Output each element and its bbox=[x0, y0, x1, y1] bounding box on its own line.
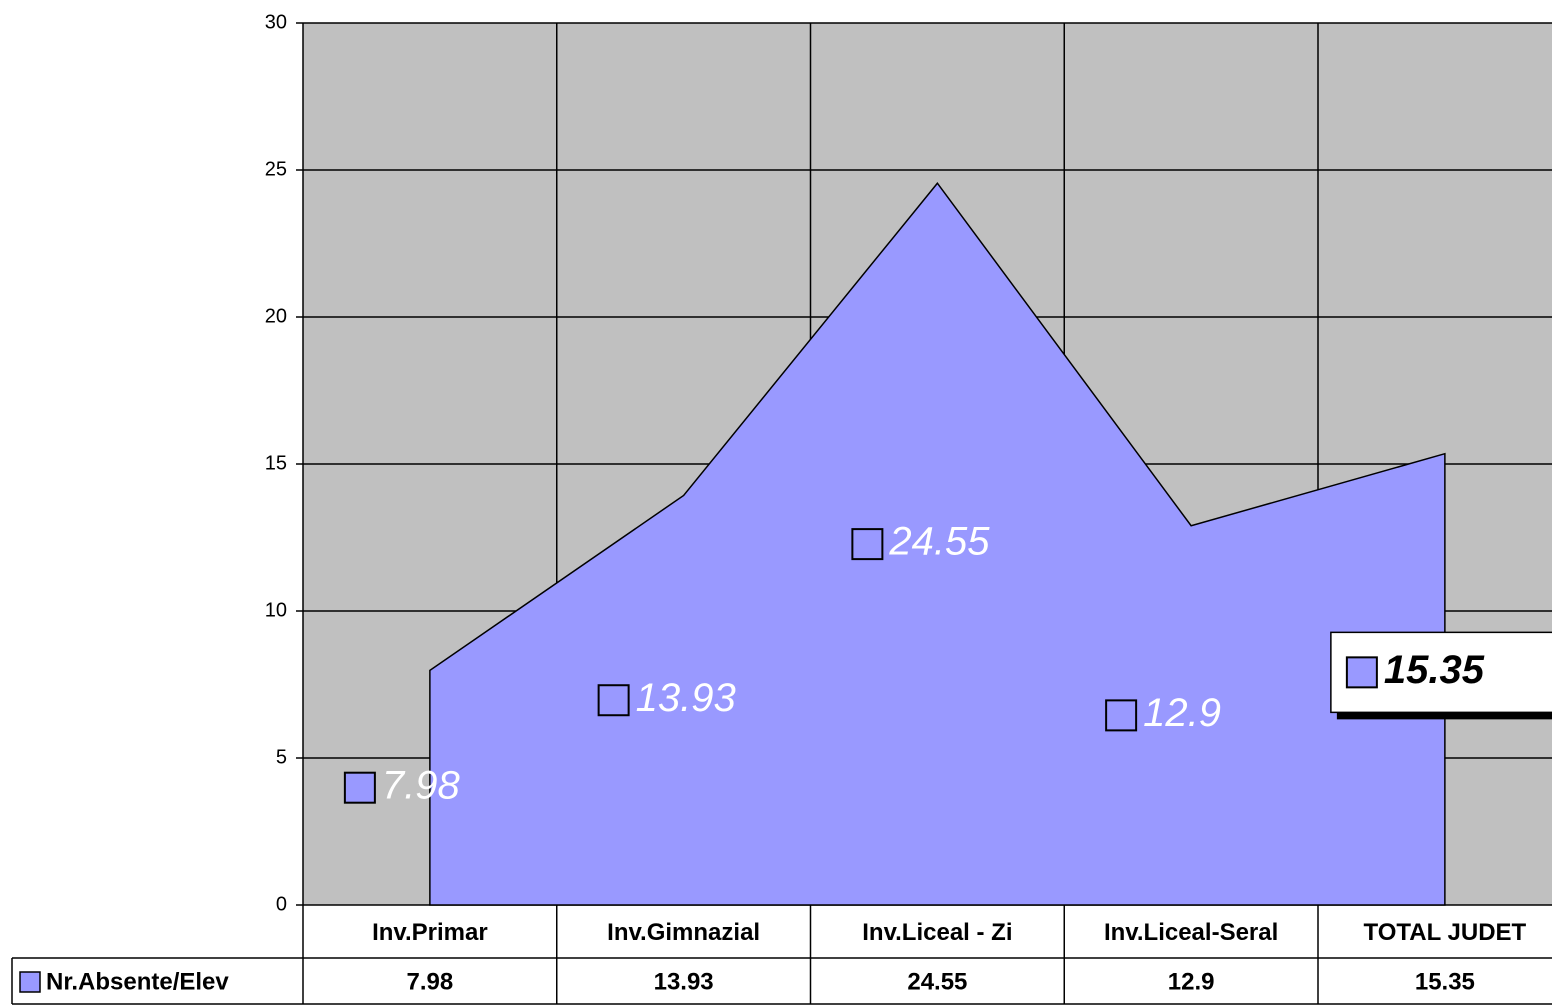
x-tick-label: Inv.Liceal-Seral bbox=[1104, 919, 1278, 946]
data-label: 15.35 bbox=[1384, 648, 1485, 692]
table-value: 15.35 bbox=[1415, 968, 1475, 995]
data-label: 12.9 bbox=[1143, 691, 1221, 735]
data-label: 7.98 bbox=[382, 763, 461, 807]
table-value: 13.93 bbox=[654, 968, 714, 995]
label-key bbox=[343, 771, 376, 804]
label-key bbox=[597, 684, 630, 717]
x-tick-label: Inv.Gimnazial bbox=[607, 919, 760, 946]
label-key bbox=[851, 528, 884, 561]
x-tick-label: Inv.Liceal - Zi bbox=[862, 919, 1012, 946]
y-tick-label: 30 bbox=[265, 11, 287, 33]
table-value: 7.98 bbox=[407, 968, 454, 995]
y-tick-label: 10 bbox=[265, 599, 287, 621]
table-value: 12.9 bbox=[1168, 968, 1215, 995]
y-tick-label: 20 bbox=[265, 305, 287, 327]
label-key bbox=[1345, 656, 1378, 689]
legend-label: Nr.Absente/Elev bbox=[46, 968, 229, 995]
x-tick-label: Inv.Primar bbox=[372, 919, 488, 946]
y-tick-label: 5 bbox=[276, 746, 287, 768]
data-label: 24.55 bbox=[888, 520, 990, 564]
legend-key bbox=[19, 971, 41, 993]
data-label: 13.93 bbox=[636, 676, 736, 720]
area bbox=[429, 182, 1446, 906]
y-tick-label: 25 bbox=[265, 158, 287, 180]
x-tick-label: TOTAL JUDET bbox=[1364, 919, 1527, 946]
table-value: 24.55 bbox=[907, 968, 967, 995]
y-tick-label: 0 bbox=[276, 893, 287, 915]
y-tick-label: 15 bbox=[265, 452, 287, 474]
label-key bbox=[1105, 699, 1138, 732]
